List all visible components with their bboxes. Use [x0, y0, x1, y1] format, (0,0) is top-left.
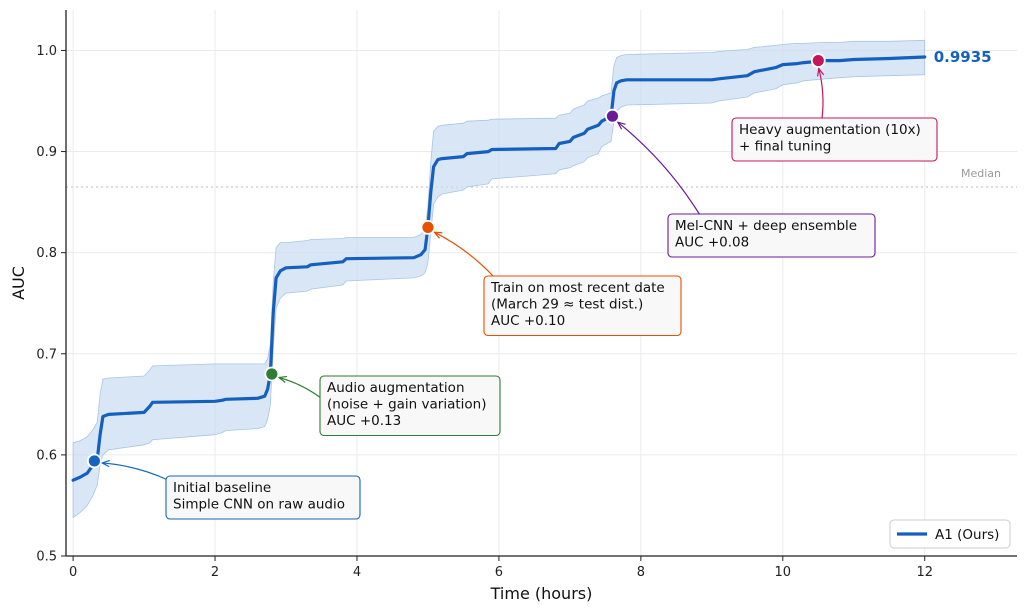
annotation-marker: [810, 53, 826, 68]
confidence-band: [72, 39, 926, 519]
annotation-box: [731, 117, 938, 162]
axes: [65, 10, 1017, 557]
y-tick-label: 1.0: [36, 44, 57, 59]
annotation-text: (March 29 ≈ test dist.): [491, 297, 643, 313]
y-tick-label: 0.6: [36, 448, 57, 463]
annotation-box: [483, 275, 682, 337]
median-reference-label: Median: [961, 167, 1001, 180]
annotation-marker: [420, 219, 436, 235]
annotation-text: AUC +0.13: [327, 413, 401, 429]
annotation-text: Initial baseline: [173, 480, 271, 496]
annotation-marker: [264, 366, 280, 382]
legend-entry-a1: A1 (Ours): [935, 527, 999, 543]
annotation-arrowhead: [616, 121, 626, 130]
annotation-arrowhead: [432, 231, 443, 239]
annotation-text: + final tuning: [739, 139, 831, 155]
x-tick-label: 10: [775, 565, 792, 580]
y-axis-label: AUC: [9, 266, 28, 300]
x-tick-label: 0: [69, 565, 77, 580]
x-ticks: 0 2 4 6 8 10 12: [69, 556, 933, 580]
x-tick-label: 6: [495, 565, 503, 580]
annotation-connector: [818, 68, 824, 120]
y-tick-label: 0.5: [36, 550, 57, 565]
annotation-box: [165, 475, 361, 520]
annotation-box: [319, 375, 501, 437]
x-tick-label: 2: [211, 565, 219, 580]
y-ticks: 0.5 0.6 0.7 0.8 0.9 1.0: [36, 44, 66, 565]
annotation-arrowhead: [100, 459, 110, 468]
annotation-marker: [86, 453, 102, 469]
legend: A1 (Ours): [889, 519, 1011, 549]
annotation-text: AUC +0.08: [675, 235, 749, 251]
annotation-connector: [102, 462, 169, 481]
annotation-connectors: [100, 67, 825, 481]
annotation-text: Audio augmentation: [327, 380, 465, 396]
x-axis-label: Time (hours): [490, 584, 593, 603]
y-tick-label: 0.9: [36, 145, 57, 160]
annotation-text: Mel-CNN + deep ensemble: [675, 218, 857, 234]
x-tick-label: 4: [353, 565, 361, 580]
annotation-markers: [86, 53, 826, 469]
final-value-label: 0.9935: [934, 48, 992, 66]
annotation-text: Train on most recent date: [490, 280, 665, 296]
annotation-text: Heavy augmentation (10x): [739, 122, 921, 138]
legend-box: [889, 519, 1011, 549]
annotation-text: (noise + gain variation): [327, 397, 486, 413]
y-tick-label: 0.7: [36, 347, 57, 362]
series-line-a1: [71, 55, 927, 482]
x-tick-label: 12: [916, 565, 933, 580]
annotation-box: [667, 213, 876, 258]
annotation-connector: [617, 121, 701, 216]
annotation-arrowhead: [277, 375, 288, 383]
annotation-text: AUC +0.10: [491, 313, 565, 329]
annotation-arrowhead: [816, 67, 825, 77]
annotation-marker: [605, 108, 620, 124]
annotation-text: Simple CNN on raw audio: [173, 497, 345, 513]
annotation-connector: [278, 376, 322, 399]
y-tick-label: 0.8: [36, 246, 57, 261]
annotation-connector: [434, 231, 495, 278]
x-tick-label: 8: [637, 565, 645, 580]
